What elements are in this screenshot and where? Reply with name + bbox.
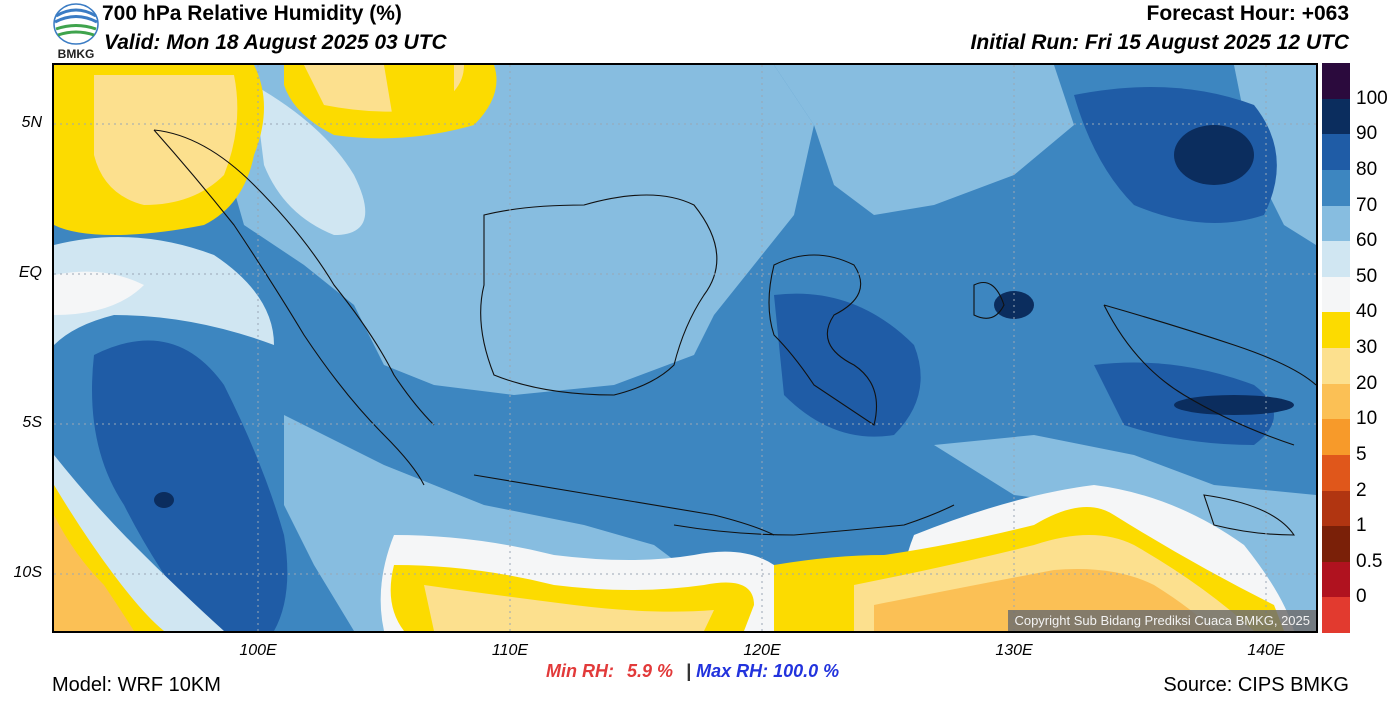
colorbar-segment bbox=[1322, 561, 1350, 598]
colorbar-label: 70 bbox=[1356, 194, 1378, 216]
light-blue-region bbox=[774, 65, 1074, 215]
lat-label-eq: EQ bbox=[18, 264, 42, 281]
borneo-coast bbox=[480, 194, 718, 396]
bmkg-logo: BMKG bbox=[52, 2, 100, 61]
colorbar-segment bbox=[1322, 454, 1350, 491]
lat-label-10s: 10S bbox=[13, 564, 42, 581]
model-name: Model: WRF 10KM bbox=[52, 674, 221, 696]
dry-region-orange bbox=[54, 515, 134, 631]
colorbar-label: 10 bbox=[1356, 408, 1378, 430]
dry-region bbox=[384, 65, 454, 125]
graticule bbox=[54, 65, 1316, 631]
lon-label-120e: 120E bbox=[743, 642, 781, 659]
min-rh-value: 5.9 % bbox=[627, 661, 674, 681]
dry-region-orange bbox=[424, 585, 714, 631]
colorbar-segment bbox=[1322, 98, 1350, 135]
colorbar-label: 0 bbox=[1356, 586, 1367, 608]
min-rh-label: Min RH: bbox=[546, 661, 614, 681]
colorbar-label: 60 bbox=[1356, 230, 1378, 252]
lat-label-5s: 5S bbox=[22, 414, 42, 431]
colorbar-label: 80 bbox=[1356, 158, 1378, 180]
colorbar-label: 20 bbox=[1356, 372, 1378, 394]
white-region bbox=[54, 271, 144, 315]
dark-blue-region bbox=[774, 293, 921, 437]
colorbar-segment bbox=[1322, 348, 1350, 384]
humidity-field bbox=[54, 65, 1316, 631]
colorbar-label: 30 bbox=[1356, 337, 1378, 358]
java-coast bbox=[473, 474, 775, 536]
sulawesi-coast bbox=[768, 254, 878, 426]
data-source: Source: CIPS BMKG bbox=[1163, 674, 1349, 696]
colorbar bbox=[1322, 63, 1350, 634]
colorbar-label: 2 bbox=[1356, 479, 1367, 501]
max-rh-label: Max RH: 100.0 % bbox=[696, 661, 840, 681]
colorbar-segment bbox=[1322, 63, 1350, 99]
pale-blue-region bbox=[254, 85, 366, 235]
pale-blue-region bbox=[54, 237, 274, 345]
lon-label-110e: 110E bbox=[491, 642, 529, 659]
lat-label-5n: 5N bbox=[21, 114, 42, 131]
stats-separator: | bbox=[686, 661, 692, 681]
light-blue-region bbox=[224, 65, 814, 395]
papua-coast bbox=[1103, 304, 1316, 446]
nusa-tenggara-coast bbox=[673, 504, 955, 536]
colorbar-segment bbox=[1322, 526, 1350, 563]
halmahera-coast bbox=[973, 281, 1005, 319]
colorbar-segment bbox=[1322, 383, 1350, 420]
valid-time: Valid: Mon 18 August 2025 03 UTC bbox=[104, 31, 447, 54]
colorbar-segment bbox=[1322, 241, 1350, 278]
lon-label-140e: 140E bbox=[1247, 642, 1285, 659]
lon-label-130e: 130E bbox=[995, 642, 1033, 659]
colorbar-label: 50 bbox=[1356, 265, 1378, 287]
colorbar-segment bbox=[1322, 419, 1350, 456]
colorbar-label: 90 bbox=[1356, 123, 1378, 145]
colorbar-segment bbox=[1322, 205, 1350, 242]
deep-blue-spot bbox=[1174, 125, 1254, 185]
humidity-map bbox=[52, 63, 1318, 633]
forecast-hour: Forecast Hour: +063 bbox=[1146, 2, 1350, 25]
deep-blue-spot bbox=[1174, 395, 1294, 415]
colorbar-segment bbox=[1322, 276, 1350, 313]
colorbar-segment bbox=[1322, 134, 1350, 171]
copyright-notice: Copyright Sub Bidang Prediksi Cuaca BMKG… bbox=[1008, 610, 1316, 631]
colorbar-segment bbox=[1322, 312, 1350, 349]
dark-blue-region bbox=[92, 340, 288, 631]
colorbar-label: 1 bbox=[1356, 515, 1367, 537]
map-title: 700 hPa Relative Humidity (%) bbox=[102, 2, 402, 25]
sumatra-coast-north bbox=[153, 129, 435, 426]
logo-text: BMKG bbox=[58, 47, 95, 60]
sumatra-coast bbox=[153, 129, 425, 486]
initial-run: Initial Run: Fri 15 August 2025 12 UTC bbox=[970, 31, 1349, 54]
dry-region-orange bbox=[94, 75, 238, 205]
colorbar-label: 100 bbox=[1356, 87, 1388, 109]
coastlines bbox=[153, 129, 1316, 536]
colorbar-segment bbox=[1322, 169, 1350, 206]
rh-stats: Min RH: 5.9 % | Max RH: 100.0 % bbox=[546, 661, 839, 682]
colorbar-segment bbox=[1322, 490, 1350, 527]
colorbar-label: 5 bbox=[1356, 443, 1367, 465]
aru-coast bbox=[1203, 494, 1296, 536]
colorbar-segment bbox=[1322, 597, 1350, 634]
colorbar-label: 40 bbox=[1356, 301, 1378, 323]
lon-label-100e: 100E bbox=[239, 642, 277, 659]
colorbar-label: 0.5 bbox=[1356, 550, 1383, 572]
deep-blue-spot bbox=[154, 492, 174, 508]
